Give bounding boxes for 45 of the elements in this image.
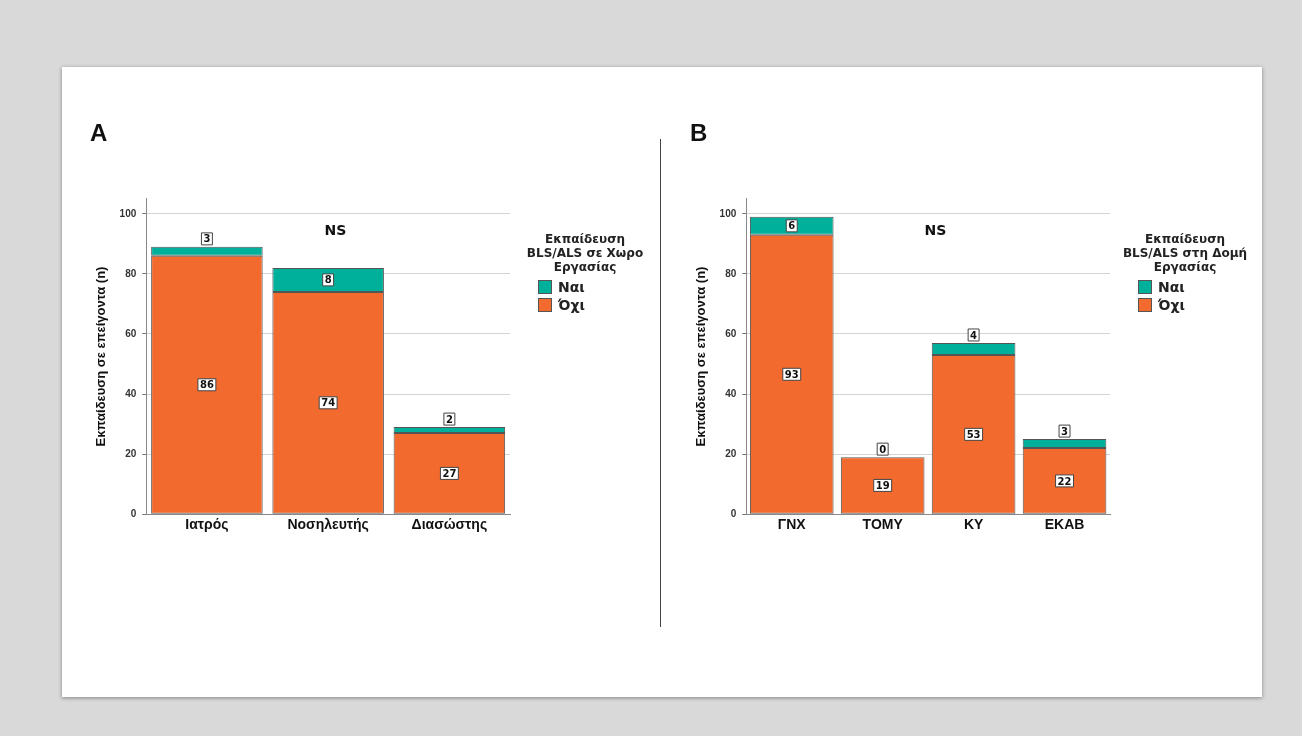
annotation: NS [924, 222, 947, 239]
y-tick-label: 100 [119, 207, 137, 219]
x-tick-label: ΕΚΑΒ [1044, 516, 1085, 533]
chart-title: B [690, 119, 708, 147]
data-label: 3 [203, 233, 211, 245]
annotation: NS [324, 222, 347, 239]
data-label: 53 [966, 428, 981, 440]
data-label: 8 [324, 274, 332, 286]
data-label: 22 [1057, 475, 1072, 487]
legend-label: Όχι [1158, 296, 1185, 314]
data-label: 4 [970, 329, 978, 341]
x-tick-label: ΚΥ [963, 516, 984, 533]
y-tick-label: 20 [125, 447, 137, 459]
data-label: 27 [442, 467, 457, 479]
text: Όχι [558, 296, 585, 314]
y-tick-label: 0 [730, 507, 737, 519]
data-label: 74 [321, 397, 336, 409]
x-tick-label: ΤΟΜΥ [862, 516, 904, 533]
x-tick-label: ΓΝΧ [777, 516, 807, 533]
data-label: 6 [788, 220, 796, 232]
y-tick-label: 80 [125, 267, 137, 279]
data-label: 2 [445, 413, 453, 425]
data-label: 19 [875, 480, 890, 492]
y-axis-title: Εκπαίδευση σε επείγοντα (n) [93, 266, 109, 447]
y-tick-label: 40 [725, 387, 737, 399]
y-axis-title: Εκπαίδευση σε επείγοντα (n) [693, 266, 709, 447]
legend-label: Ναι [1158, 278, 1185, 296]
y-tick-label: 60 [725, 327, 737, 339]
data-label: 93 [784, 368, 799, 380]
y-tick-label: 40 [125, 387, 137, 399]
y-tick-label: 60 [125, 327, 137, 339]
y-tick-label: 20 [725, 447, 737, 459]
data-label: 0 [879, 443, 887, 455]
y-tick-label: 0 [130, 507, 137, 519]
y-tick-label: 80 [725, 267, 737, 279]
legend-title: Εκπαίδευση BLS/ALS σε Χωρο Εργασίας [525, 232, 645, 274]
x-tick-label: Διασώστης [411, 516, 488, 533]
y-tick-label: 100 [719, 207, 737, 219]
legend-label: Ναι [558, 278, 585, 296]
data-label: 86 [199, 379, 214, 391]
x-tick-label: Ιατρός [185, 516, 229, 533]
data-label: 3 [1061, 425, 1069, 437]
x-tick-label: Νοσηλευτής [287, 516, 369, 533]
chart-title: A [90, 119, 108, 147]
legend-title: Εκπαίδευση BLS/ALS στη Δομή Εργασίας [1121, 232, 1249, 274]
